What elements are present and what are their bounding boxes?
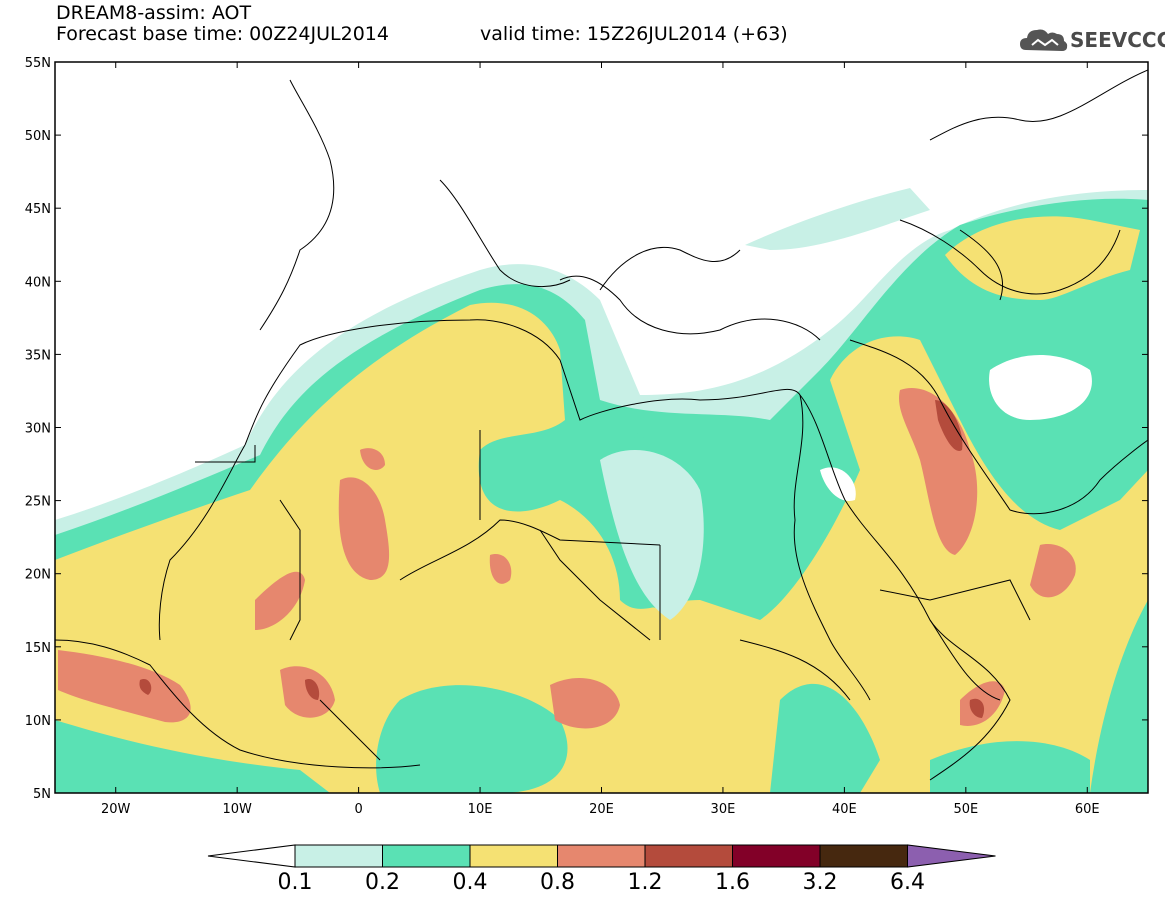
colorbar-segment — [294, 844, 383, 868]
aot-field — [55, 62, 1148, 793]
aot-contour-1.2-c — [305, 679, 320, 700]
colorbar-segment — [382, 844, 471, 868]
aot-contour-0.2e — [770, 683, 880, 793]
lon-label: 60E — [1075, 802, 1100, 817]
lon-label: 40E — [832, 802, 857, 817]
aot-contour-0.2d — [55, 720, 330, 793]
colorbar-segment — [819, 844, 908, 868]
colorbar-segment — [732, 844, 821, 868]
colorbar-level-label: 0.4 — [452, 870, 488, 895]
aot-contour-0.1b — [745, 188, 930, 250]
colorbar-level-label: 0.2 — [365, 870, 400, 895]
lon-label: 20W — [101, 802, 131, 817]
lon-axis: 20W 10W 0 10E 20E 30E 40E 50E 60E — [101, 62, 1100, 817]
aot-contour-0.4b — [945, 216, 1140, 300]
lat-label: 15N — [25, 641, 51, 656]
aot-contour-0.8-h — [255, 571, 305, 630]
colorbar-level-label: 0.1 — [277, 870, 313, 895]
colorbar-segment — [469, 844, 558, 868]
aot-contour-0.8-d — [550, 677, 620, 729]
aot-contour-0.8-a — [58, 650, 191, 723]
lat-label: 45N — [25, 202, 51, 217]
colorbar-segment — [557, 844, 646, 868]
aot-contour-0.8-c — [280, 666, 335, 718]
lon-label: 50E — [953, 802, 978, 817]
valid-time: valid time: 15Z26JUL2014 (+63) — [480, 23, 788, 45]
forecast-base-time: Forecast base time: 00Z24JUL2014 — [56, 23, 389, 45]
coastlines — [55, 69, 1148, 781]
lat-label: 30N — [25, 422, 51, 437]
lon-label: 10E — [468, 802, 493, 817]
logo-text: SEEVCCC — [1070, 28, 1165, 52]
colorbar-level-label: 1.6 — [715, 870, 750, 895]
aot-contour-0.8-j — [360, 448, 385, 470]
colorbar-level-label: 1.2 — [627, 870, 663, 895]
aot-contour-0.8-f — [1030, 544, 1076, 598]
aot-contour-0.2c — [376, 685, 568, 793]
lat-label: 25N — [25, 495, 51, 510]
colorbar-over-arrow — [907, 844, 996, 868]
aot-contour-0.2f — [930, 741, 1090, 793]
lat-axis: 55N 50N 45N 40N 35N 30N 25N 20N 15N 10N 5N — [25, 56, 1148, 802]
aot-contour-1.2-b — [935, 400, 963, 451]
lon-label: 10W — [222, 802, 252, 817]
lon-label: 30E — [711, 802, 736, 817]
lat-label: 55N — [25, 56, 51, 71]
colorbar-level-label: 6.4 — [890, 870, 925, 895]
lat-label: 5N — [33, 787, 51, 802]
map-title: DREAM8-assim: AOT — [56, 2, 252, 24]
cloud-icon — [1020, 29, 1068, 51]
lon-label: 0 — [354, 802, 362, 817]
aot-contour-clear — [989, 355, 1092, 420]
aot-contour-1.2-a — [139, 678, 152, 695]
colorbar-level-label: 0.8 — [540, 870, 575, 895]
aot-contour-0.8-b — [338, 477, 390, 580]
lat-label: 35N — [25, 348, 51, 363]
aot-contour-0.4 — [55, 302, 1148, 793]
colorbar-under-arrow — [207, 844, 296, 868]
lat-label: 50N — [25, 129, 51, 144]
seevccc-logo: SEEVCCC — [1018, 22, 1165, 58]
aot-contour-0.1c — [600, 450, 704, 620]
lon-label: 20E — [589, 802, 614, 817]
aot-contour-1.2-d — [969, 698, 985, 718]
lat-label: 20N — [25, 568, 51, 583]
colorbar — [207, 844, 996, 868]
colorbar-level-label: 3.2 — [802, 870, 838, 895]
lat-label: 10N — [25, 714, 51, 729]
colorbar-segment — [644, 844, 733, 868]
aot-contour-0.8-i — [489, 554, 512, 584]
lat-label: 40N — [25, 275, 51, 290]
